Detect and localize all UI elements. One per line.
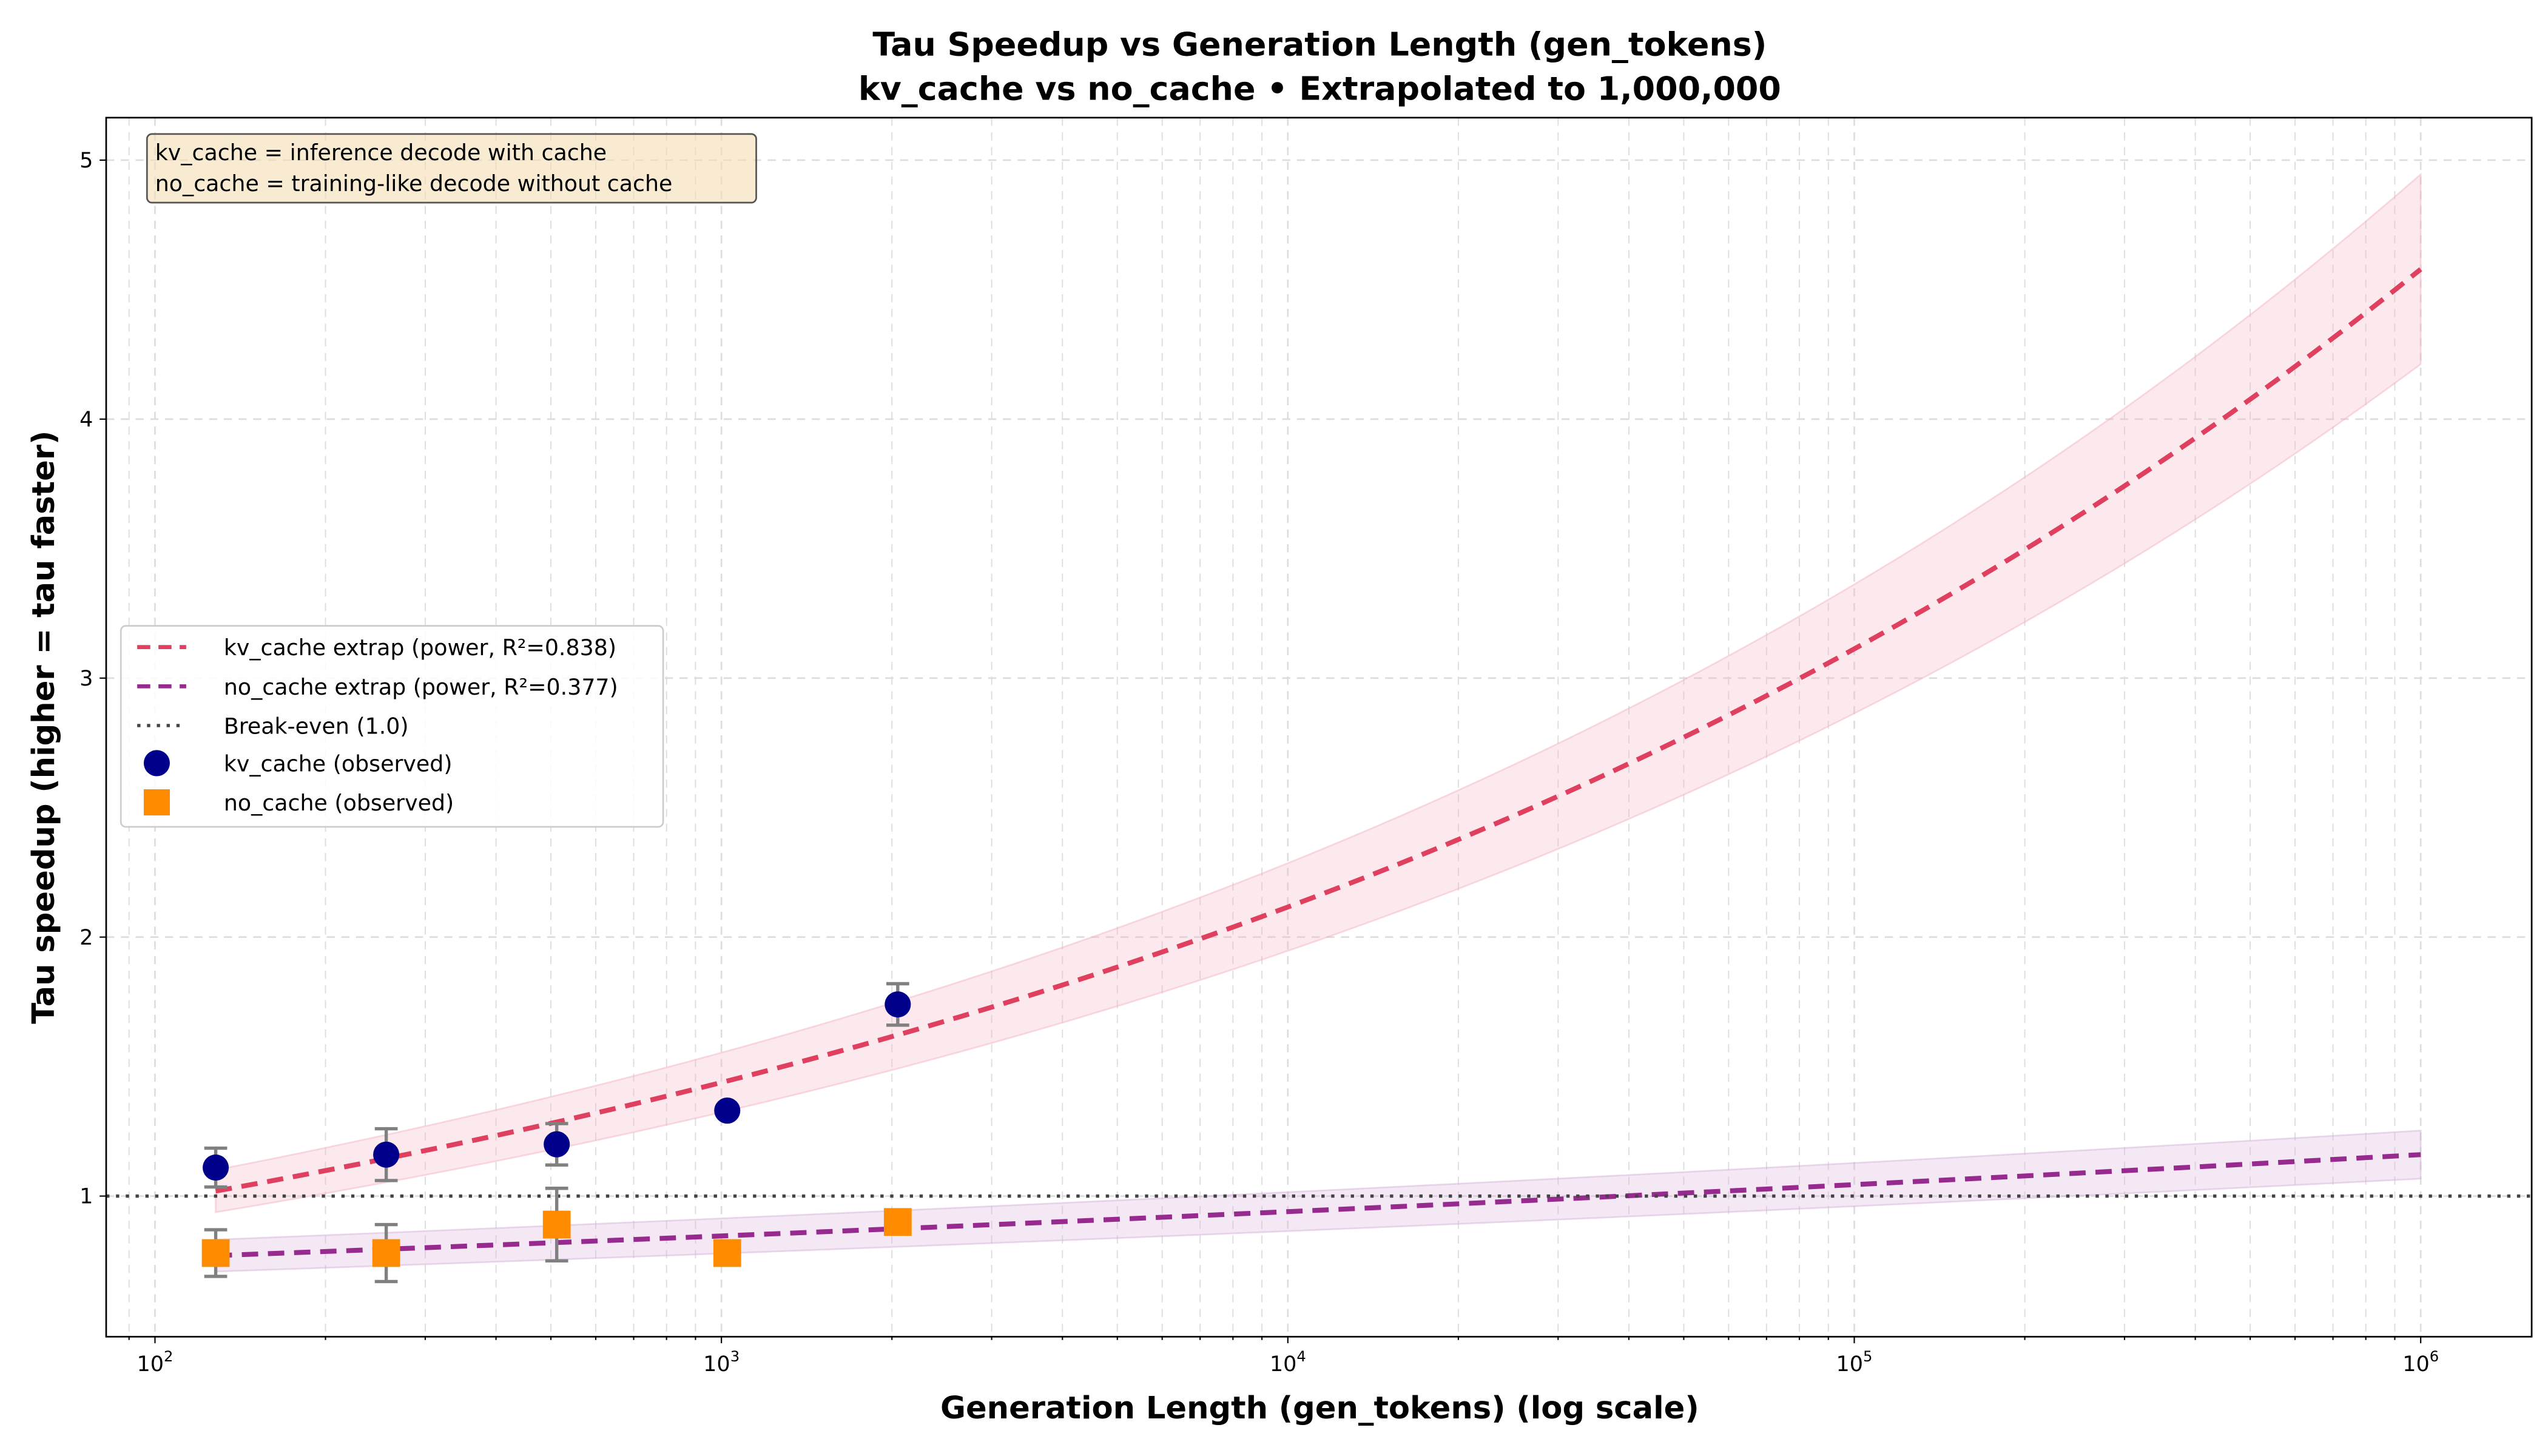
y-tick-label: 5	[79, 149, 93, 173]
no-cache-fit-line	[215, 1152, 2421, 1258]
legend-kv-fit: kv_cache extrap (power, R²=0.838)	[224, 635, 616, 661]
grid	[106, 117, 2532, 1337]
axis-ticks: 1 2 3 4 5 102 103 104 105 106	[79, 149, 2439, 1377]
x-tick-label: 102	[136, 1348, 173, 1377]
no-cache-point	[713, 1239, 741, 1267]
chart-title-line2: kv_cache vs no_cache • Extrapolated to 1…	[858, 69, 1781, 107]
y-tick-label: 4	[79, 408, 93, 432]
x-tick-label: 103	[703, 1348, 740, 1377]
legend: kv_cache extrap (power, R²=0.838) no_cac…	[120, 625, 664, 828]
no-cache-point	[372, 1239, 400, 1267]
kv-cache-fit-line	[215, 267, 2422, 1194]
plot-frame	[105, 116, 2533, 1338]
x-tick-label: 106	[2402, 1348, 2439, 1377]
no-cache-point	[542, 1210, 571, 1239]
fit-lines	[106, 267, 2532, 1258]
kv-cache-point	[203, 1154, 229, 1181]
kv-cache-point	[544, 1131, 570, 1158]
annotation-line1: kv_cache = inference decode with cache	[155, 140, 607, 166]
kv-cache-point	[714, 1097, 741, 1124]
y-tick-label: 2	[79, 926, 93, 950]
no-cache-point	[883, 1208, 912, 1236]
no-cache-point	[201, 1239, 230, 1267]
chart-title-line1: Tau Speedup vs Generation Length (gen_to…	[872, 25, 1767, 64]
kv-cache-point	[885, 991, 911, 1018]
legend-kv-observed: kv_cache (observed)	[224, 750, 453, 777]
x-axis-label: Generation Length (gen_tokens) (log scal…	[940, 1390, 1699, 1426]
x-tick-label: 105	[1836, 1348, 1873, 1377]
annotation-box: kv_cache = inference decode with cache n…	[146, 133, 757, 204]
legend-no-observed: no_cache (observed)	[224, 790, 454, 816]
kv-cache-confidence-band	[215, 172, 2422, 1213]
y-tick-label: 1	[79, 1185, 93, 1209]
legend-no-marker	[143, 789, 170, 816]
y-axis-label: Tau speedup (higher = tau faster)	[26, 431, 62, 1024]
legend-no-fit: no_cache extrap (power, R²=0.377)	[224, 674, 618, 700]
data-points	[201, 982, 912, 1284]
kv-cache-point	[373, 1141, 400, 1168]
legend-kv-marker	[143, 750, 170, 777]
y-tick-label: 3	[79, 667, 93, 691]
legend-break-even: Break-even (1.0)	[224, 713, 409, 739]
x-tick-label: 104	[1270, 1348, 1306, 1377]
annotation-line2: no_cache = training-like decode without …	[155, 170, 673, 197]
